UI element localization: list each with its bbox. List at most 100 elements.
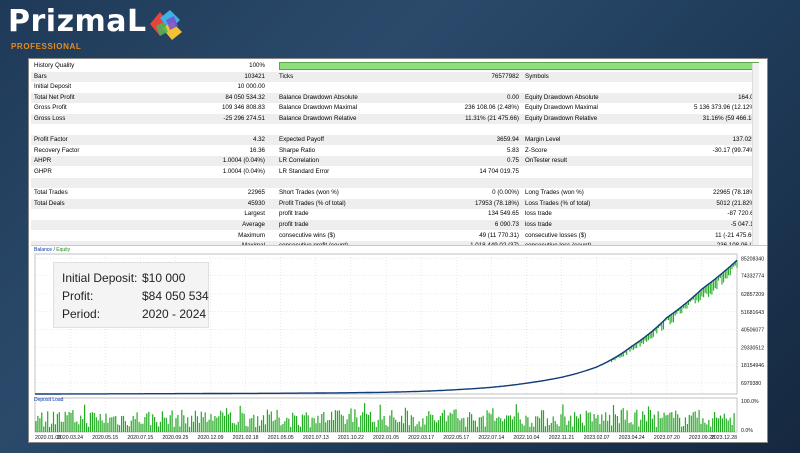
prism-logo-icon [150, 10, 182, 40]
stats-cell-l2: Expected Payoff [279, 136, 324, 144]
legend-separator: / [52, 247, 57, 253]
x-tick-label: 2022.07.14 [478, 435, 504, 441]
stats-cell-v3: 31.16% (59 466.16) [702, 115, 757, 122]
stats-cell-l3: Z-Score [525, 146, 548, 154]
stats-cell-v2: 14 704 019.75 [479, 168, 519, 175]
info-key: Profit: [62, 289, 94, 303]
x-tick-label: 2023.09.28 [689, 435, 715, 441]
x-tick-label: 2021.07.13 [303, 435, 329, 441]
stats-cell-v1: 45930 [247, 199, 265, 207]
stats-cell-v3: 11 (-21 475.66) [715, 231, 757, 239]
brand-subtitle: PROFESSIONAL [11, 42, 82, 51]
stats-cell-l2: Sharpe Ratio [279, 146, 316, 154]
stats-cell-r1: Average [242, 221, 265, 228]
load-tick-label: 100.0% [741, 399, 759, 405]
info-value: $10 000 [142, 271, 186, 285]
stats-cell-v1: 22965 [247, 189, 265, 197]
stats-cell-l1: Profit Factor [34, 136, 68, 144]
equity-legend: Equity [56, 247, 71, 253]
stats-cell-l3: Equity Drawdown Maximal [525, 104, 598, 112]
stats-row: Total Trades 22965 Short Trades (won %) 0 (… [31, 188, 759, 198]
stats-row: AHPR 1.0004 (0.04%) LR Correlation 0.75 OnTe… [31, 156, 759, 167]
stats-cell-l2: consecutive wins ($) [279, 231, 336, 239]
info-value: 2020 - 2024 [142, 307, 207, 321]
stats-cell-l3: Margin Level [525, 136, 561, 144]
history-quality-label: History Quality [34, 62, 75, 69]
stats-cell-l2: Balance Drawdown Absolute [279, 93, 358, 101]
stats-row: Total Deals 45930 Profit Trades (% of tota… [31, 198, 759, 209]
stats-cell-l1: Initial Deposit [34, 83, 72, 91]
stats-cell-l2: LR Correlation [279, 157, 319, 165]
stats-cell-r1: Maximum [238, 231, 265, 239]
stats-row: Bars103421Ticks76577982Symbols1 [31, 71, 759, 82]
stats-row: Recovery Factor 16.36 Sharpe Ratio 5.83 Z-Sc… [31, 146, 759, 156]
stats-cell-v2: 49 (11 770.31) [479, 231, 519, 239]
deposit-load-title: Deposit Load [34, 397, 64, 403]
stats-cell-v1: -25 296 274.51 [223, 115, 265, 122]
info-value: $84 050 534 [142, 289, 209, 303]
stats-cell-v1: 16.36 [249, 146, 265, 154]
x-tick-label: 2022.05.17 [443, 435, 469, 441]
deposit-load-bars [35, 403, 735, 432]
stats-cell-v1: 4.32 [252, 136, 265, 144]
info-key: Initial Deposit: [62, 271, 138, 285]
stats-cell-v2: 134 549.65 [488, 210, 519, 218]
stats-cell-v2: 0.00 [506, 93, 519, 101]
stats-cell-v2: 236 108.06 (2.48%) [464, 104, 519, 112]
x-tick-label: 2023.02.07 [584, 435, 610, 441]
y-tick-label: 85208340 [741, 256, 764, 262]
x-tick-label: 2021.05.05 [268, 435, 294, 441]
stats-cell-v2: 5.83 [506, 146, 519, 154]
stats-cell-v3: 164.06 [738, 93, 757, 101]
stats-cell-v1: 103421 [244, 72, 265, 80]
stats-cell-l1: GHPR [34, 168, 52, 175]
stats-cell-l1: AHPR [34, 157, 52, 165]
stats-cell-v2: 17953 (78.18%) [474, 199, 519, 207]
stats-cell-l2: Short Trades (won %) [279, 189, 339, 197]
stats-cell-v3: 137.02% [732, 136, 757, 144]
history-quality-bar [279, 62, 759, 70]
stats-cell-v3: 22965 (78.18%) [712, 189, 757, 197]
stats-row: Average profit trade 6 090.73 loss trade -5 … [31, 220, 759, 230]
y-tick-label: 6979380 [741, 381, 761, 387]
stats-cell-l2: profit trade [279, 210, 309, 218]
x-tick-label: 2020.05.15 [92, 435, 118, 441]
stats-row: Profit Factor 4.32 Expected Payoff 3659.94 M… [31, 135, 759, 146]
summary-info-box: Initial Deposit: $10 000 Profit: $84 050… [53, 262, 209, 328]
stats-row: Gross Profit 109 346 808.83 Balance Drawdo… [31, 103, 759, 113]
x-tick-label: 2020.07.15 [127, 435, 153, 441]
stats-row-history-quality: History Quality 100% [31, 61, 759, 71]
stats-row [31, 125, 759, 135]
y-tick-label: 51681643 [741, 310, 764, 316]
stats-cell-l1: Recovery Factor [34, 146, 80, 154]
stats-cell-v2: 0.75 [506, 157, 519, 165]
stats-cell-v1: 10 000.00 [237, 83, 265, 91]
stats-cell-l1: Total Trades [34, 189, 68, 197]
stats-scrollbar[interactable] [752, 63, 759, 245]
x-tick-label: 2020.12.09 [198, 435, 224, 441]
stats-cell-v3: 5 136 373.96 (12.12%) [694, 104, 757, 112]
y-tick-label: 40506077 [741, 328, 764, 334]
stats-cell-l3: Loss Trades (% of total) [525, 199, 591, 207]
stats-cell-l2: profit trade [279, 221, 309, 228]
stats-cell-v2: 3659.94 [496, 136, 519, 144]
stats-cell-l3: consecutive losses ($) [525, 231, 587, 239]
x-tick-label: 2020.09.25 [162, 435, 188, 441]
stats-cell-l2: Ticks [279, 72, 294, 80]
stats-cell-l3: loss trade [525, 210, 552, 218]
stats-cell-l1: Total Deals [34, 199, 65, 207]
stats-cell-l3: Equity Drawdown Absolute [525, 93, 599, 101]
x-tick-label: 2022.11.21 [549, 435, 575, 441]
stats-cell-r1: Largest [244, 210, 265, 218]
load-tick-label: 0.0% [741, 428, 753, 434]
stats-cell-l1: Total Net Profit [34, 93, 75, 101]
stats-cell-v3: -87 720.67 [727, 210, 757, 218]
stats-cell-l2: LR Standard Error [279, 168, 330, 175]
stats-row: Total Net Profit 84 050 534.32 Balance Dra… [31, 92, 759, 103]
stats-row: GHPR 1.0004 (0.04%) LR Standard Error 14 70… [31, 167, 759, 177]
history-quality-value: 100% [249, 62, 265, 69]
stats-cell-v3: -5 047.14 [730, 221, 757, 228]
x-tick-label: 2022.01.05 [373, 435, 399, 441]
info-key: Period: [62, 307, 101, 321]
